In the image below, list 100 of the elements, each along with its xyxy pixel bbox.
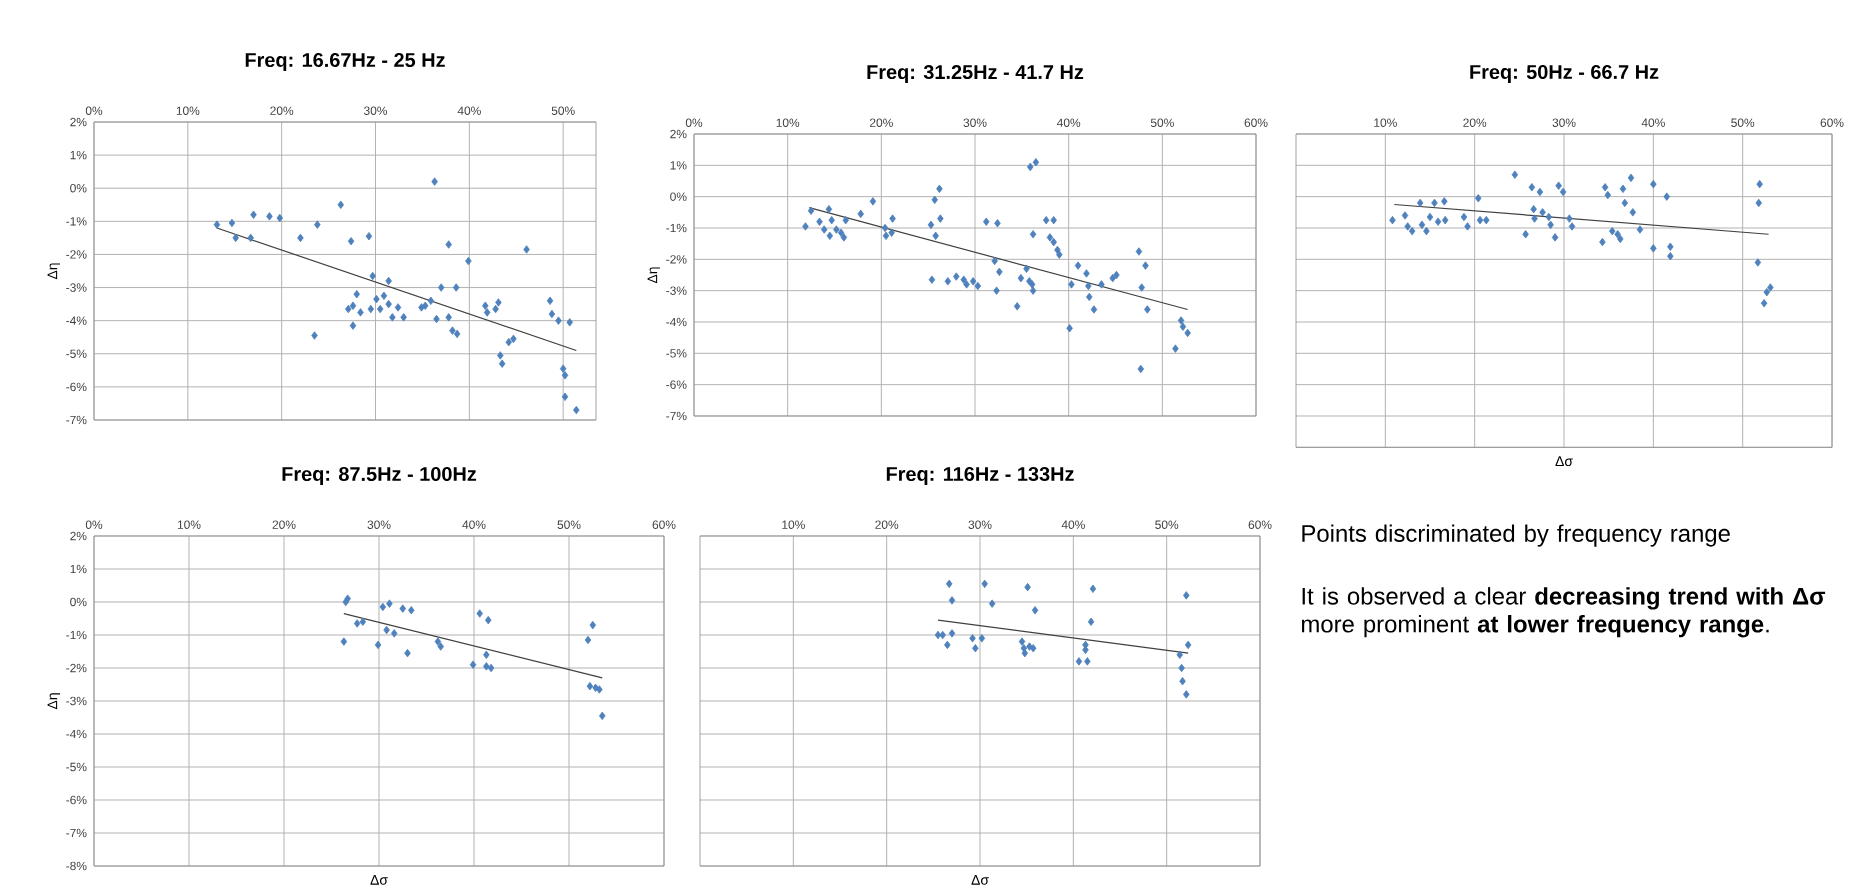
point: [485, 615, 492, 625]
point: [1176, 650, 1183, 659]
point: [311, 331, 318, 340]
point: [247, 233, 254, 243]
point: [1604, 190, 1612, 200]
point: [386, 599, 393, 608]
point: [1408, 226, 1416, 236]
point: [1401, 211, 1409, 220]
point: [981, 579, 988, 589]
point: [1559, 187, 1567, 197]
point: [437, 283, 445, 292]
point: [1555, 181, 1562, 190]
point: [972, 644, 979, 653]
point: [232, 233, 239, 243]
point: [250, 210, 257, 219]
point: [213, 220, 221, 229]
point: [483, 308, 491, 317]
chart-title: Freq: 31.25Hz - 41.7 Hz: [867, 64, 1084, 84]
point: [453, 329, 461, 339]
point: [1434, 217, 1442, 226]
point: [385, 276, 392, 286]
point: [379, 602, 387, 612]
point: [1667, 242, 1674, 251]
point: [487, 663, 495, 673]
point: [1178, 663, 1185, 673]
point: [1629, 208, 1637, 217]
point: [349, 321, 357, 330]
point: [1087, 617, 1095, 626]
point: [497, 351, 504, 360]
point: [349, 301, 357, 310]
point: [1404, 222, 1411, 231]
point: [559, 364, 567, 373]
point: [433, 314, 440, 324]
point: [1075, 657, 1083, 666]
point: [1756, 179, 1763, 189]
point: [948, 596, 956, 605]
point: [1539, 208, 1546, 217]
point: [400, 313, 407, 322]
point: [1416, 198, 1424, 208]
point: [1617, 234, 1624, 244]
point: [505, 338, 512, 347]
point: [476, 609, 483, 618]
point: [1511, 170, 1519, 179]
point: [969, 634, 976, 643]
point: [469, 660, 477, 669]
point: [1522, 230, 1529, 239]
point: [297, 233, 304, 243]
point: [1619, 184, 1627, 194]
point: [353, 619, 361, 628]
point: [1089, 584, 1097, 593]
point: [1426, 212, 1434, 222]
point: [944, 640, 951, 650]
point: [228, 218, 236, 228]
point: [380, 291, 388, 301]
point: [1483, 215, 1490, 225]
point: [1650, 179, 1657, 189]
point: [1528, 183, 1536, 192]
point: [408, 606, 415, 615]
point: [373, 294, 380, 304]
point: [945, 579, 953, 589]
point: [276, 213, 284, 223]
point: [347, 237, 355, 246]
point: [445, 240, 452, 249]
point: [266, 212, 273, 221]
point: [589, 620, 596, 630]
point: [353, 289, 360, 299]
point: [1441, 215, 1449, 225]
point: [1754, 258, 1762, 267]
point: [495, 298, 502, 307]
point: [1663, 192, 1670, 201]
point: [1475, 194, 1482, 203]
point: [988, 599, 996, 608]
point: [498, 359, 506, 368]
point: [584, 635, 592, 645]
point: [492, 304, 499, 314]
point: [445, 313, 452, 322]
point: [465, 256, 472, 266]
point: [1568, 222, 1576, 231]
point: [561, 371, 569, 380]
point: [374, 640, 382, 650]
point: [566, 318, 573, 327]
point: [1460, 212, 1468, 222]
point: [1476, 215, 1484, 225]
point: [449, 326, 456, 335]
point: [1389, 215, 1396, 225]
point: [394, 303, 402, 312]
point: [555, 316, 562, 325]
point: [1760, 299, 1768, 308]
point: [365, 232, 373, 241]
point: [939, 630, 946, 640]
point: [586, 681, 594, 691]
point: [385, 299, 392, 309]
point: [421, 301, 429, 310]
point: [482, 301, 489, 310]
point: [1431, 198, 1438, 208]
point: [1547, 220, 1554, 230]
point: [978, 634, 986, 643]
point: [390, 629, 398, 638]
point: [1024, 582, 1031, 592]
point: [1763, 288, 1771, 297]
